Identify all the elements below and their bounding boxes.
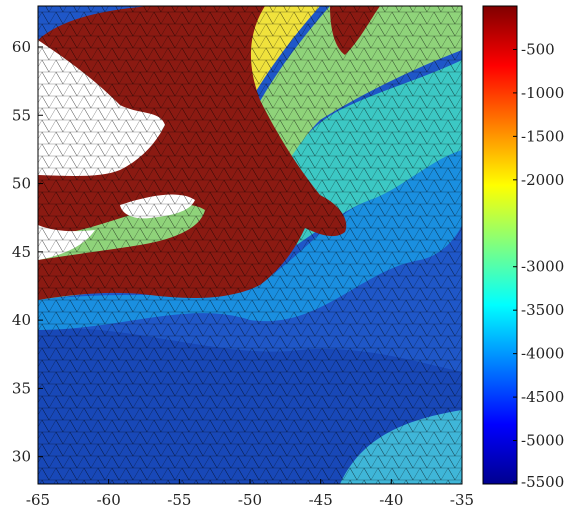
map-plot bbox=[38, 6, 462, 484]
x-tick-label: -50 bbox=[238, 491, 262, 509]
y-tick-label: 55 bbox=[12, 106, 31, 124]
y-axis-ticks: 60 55 50 45 40 35 30 bbox=[12, 38, 43, 466]
y-tick-label: 30 bbox=[12, 448, 31, 466]
colorbar-tick-label: -1000 bbox=[521, 84, 564, 102]
x-tick-label: -55 bbox=[167, 491, 191, 509]
colorbar-tick-label: -3000 bbox=[521, 258, 564, 276]
colorbar-gradient bbox=[482, 5, 518, 485]
colorbar-tick-label: -1500 bbox=[521, 127, 564, 145]
colorbar-tick-label: -4500 bbox=[521, 388, 564, 406]
colorbar bbox=[482, 5, 518, 485]
colorbar-tick-label: -3500 bbox=[521, 301, 564, 319]
colorbar-ticks: -500 -1000 -1500 -2000 -3000 -3500 -4000 -4500 -… bbox=[513, 40, 564, 491]
colorbar-tick-label: -2000 bbox=[521, 171, 564, 189]
colorbar-tick-label: -5000 bbox=[521, 432, 564, 450]
y-tick-label: 50 bbox=[12, 175, 31, 193]
x-tick-label: -60 bbox=[97, 491, 121, 509]
x-tick-label: -65 bbox=[26, 491, 50, 509]
colorbar-tick-label: -500 bbox=[521, 40, 555, 58]
mesh-overlay bbox=[38, 6, 462, 484]
x-tick-label: -40 bbox=[379, 491, 403, 509]
x-tick-label: -35 bbox=[450, 491, 474, 509]
y-tick-label: 45 bbox=[12, 243, 31, 261]
y-tick-label: 60 bbox=[12, 38, 31, 56]
x-tick-label: -45 bbox=[309, 491, 333, 509]
colorbar-tick-label: -5500 bbox=[521, 473, 564, 491]
y-tick-label: 35 bbox=[12, 379, 31, 397]
y-tick-label: 40 bbox=[12, 311, 31, 329]
x-axis-ticks: -65 -60 -55 -50 -45 -40 -35 bbox=[26, 479, 474, 509]
colorbar-tick-label: -4000 bbox=[521, 345, 564, 363]
